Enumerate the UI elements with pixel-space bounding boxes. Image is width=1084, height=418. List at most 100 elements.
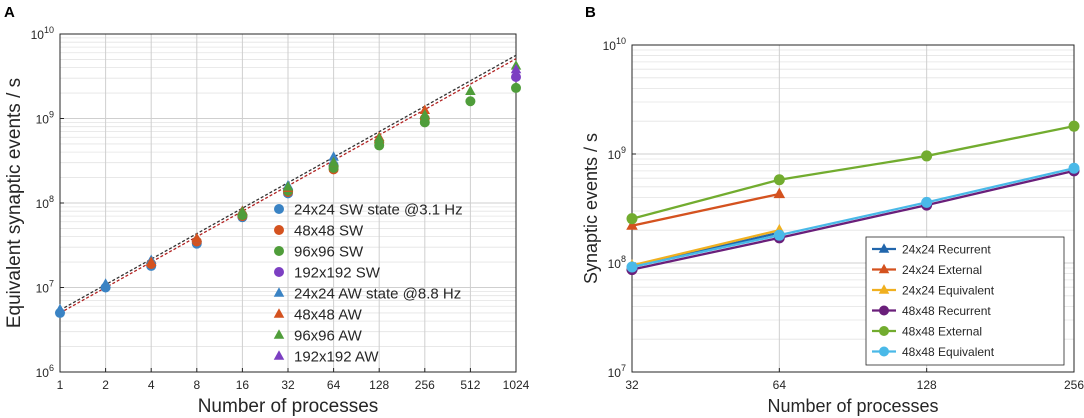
data-point [465,85,476,96]
legend-label: 96x96 SW [294,243,364,260]
y-tick-label: 1010 [31,25,54,42]
x-tick-label: 128 [369,378,389,392]
legend-label: 192x192 AW [294,348,379,365]
x-tick-label: 32 [625,378,639,392]
x-tick-label: 4 [148,378,155,392]
y-tick-label: 109 [608,145,626,162]
legend-marker [274,204,284,214]
series-48x48-equivalent [626,162,1080,273]
series-line [631,167,1075,269]
data-point [921,196,933,208]
x-tick-label: 1 [57,378,64,392]
data-point [1068,162,1080,174]
data-point [100,278,111,288]
y-tick-label: 109 [36,110,54,127]
legend-label: 24x24 Equivalent [902,283,995,297]
data-point [773,174,785,186]
data-point [511,82,521,93]
series-line [631,125,1075,220]
legend-marker [878,284,890,294]
y-axis-label: Equivalent synaptic events / s [4,78,25,328]
legend-label: 24x24 SW state @3.1 Hz [294,201,463,218]
data-point [511,71,521,82]
y-tick-label: 1010 [603,36,626,53]
y-tick-label: 108 [608,254,626,271]
data-point [328,151,339,161]
panel-b: 32 64 128 256 107 108 109 1010 Number of process… [581,4,1084,416]
legend-label: 24x24 External [902,263,982,277]
legend-marker [879,326,889,336]
legend-marker [273,329,285,339]
grid [631,44,1075,373]
x-tick-label: 2 [102,378,109,392]
x-tick-label: 64 [773,378,787,392]
data-point [921,150,933,162]
panel-label: B [585,4,596,21]
data-point [465,96,476,107]
series-line [631,192,780,227]
series-48x48-external [626,120,1080,225]
y-tick-label: 107 [608,363,626,380]
x-tick-label: 64 [327,378,341,392]
data-point [626,261,638,273]
x-axis-label: Number of processes [767,396,938,416]
plot-frame [631,44,1075,373]
data-point [626,213,638,225]
series-line [631,229,780,267]
data-point [773,187,786,199]
data-point [191,232,203,243]
y-tick-label: 107 [36,279,54,296]
legend-label: 192x192 SW [294,264,381,281]
legend-marker [274,246,284,256]
legend-label: 48x48 External [902,324,982,338]
y-tick-label: 108 [36,194,54,211]
legend-label: 24x24 AW state @8.8 Hz [294,285,461,302]
legend-label: 48x48 Recurrent [902,304,991,318]
x-tick-label: 1024 [503,378,530,392]
data-point [145,256,157,266]
panel-label: A [4,4,15,21]
legend-marker [273,350,285,360]
x-tick-label: 8 [193,378,200,392]
x-tick-label: 256 [415,378,435,392]
data-point [419,109,431,119]
legend-label: 48x48 SW [294,222,364,239]
legend-label: 96x96 AW [294,327,363,344]
legend-marker [879,305,889,316]
data-point [626,219,638,230]
legend-marker [273,308,285,318]
series-24x24-external [626,187,786,230]
legend-label: 48x48 Equivalent [902,345,995,359]
data-point [374,140,385,151]
x-tick-label: 512 [460,378,480,392]
data-point [54,303,66,314]
x-tick-label: 16 [236,378,250,392]
legend: 24x24 SW state @3.1 Hz 48x48 SW 96x96 SW 19… [273,201,463,365]
data-point [510,63,522,74]
data-point [373,132,385,143]
legend: 24x24 Recurrent 24x24 External 24x24 Equiv… [865,236,1065,366]
legend-label: 24x24 Recurrent [902,242,991,256]
y-tick-label: 106 [36,363,54,380]
data-point [1068,120,1080,132]
legend-label: 48x48 AW [294,306,363,323]
legend-marker [879,346,889,357]
legend-marker [878,243,890,253]
x-axis-label: Number of processes [198,396,379,417]
x-tick-label: 256 [1064,378,1084,392]
data-point [237,206,248,216]
legend-marker [878,263,890,274]
y-axis-label: Synaptic events / s [581,133,601,284]
series-192x192-aw [510,63,522,74]
x-tick-label: 32 [281,378,295,392]
series-line [631,169,1075,271]
data-point [773,229,785,241]
legend-marker [273,287,285,297]
data-point [282,181,294,191]
data-point [419,117,430,128]
legend-marker [274,267,284,277]
series-192x192-sw [511,71,521,82]
panel-a: 1 2 4 8 16 32 64 128 256 512 1024 106 107 108 109 1010 N… [4,4,530,417]
data-point [328,156,339,167]
